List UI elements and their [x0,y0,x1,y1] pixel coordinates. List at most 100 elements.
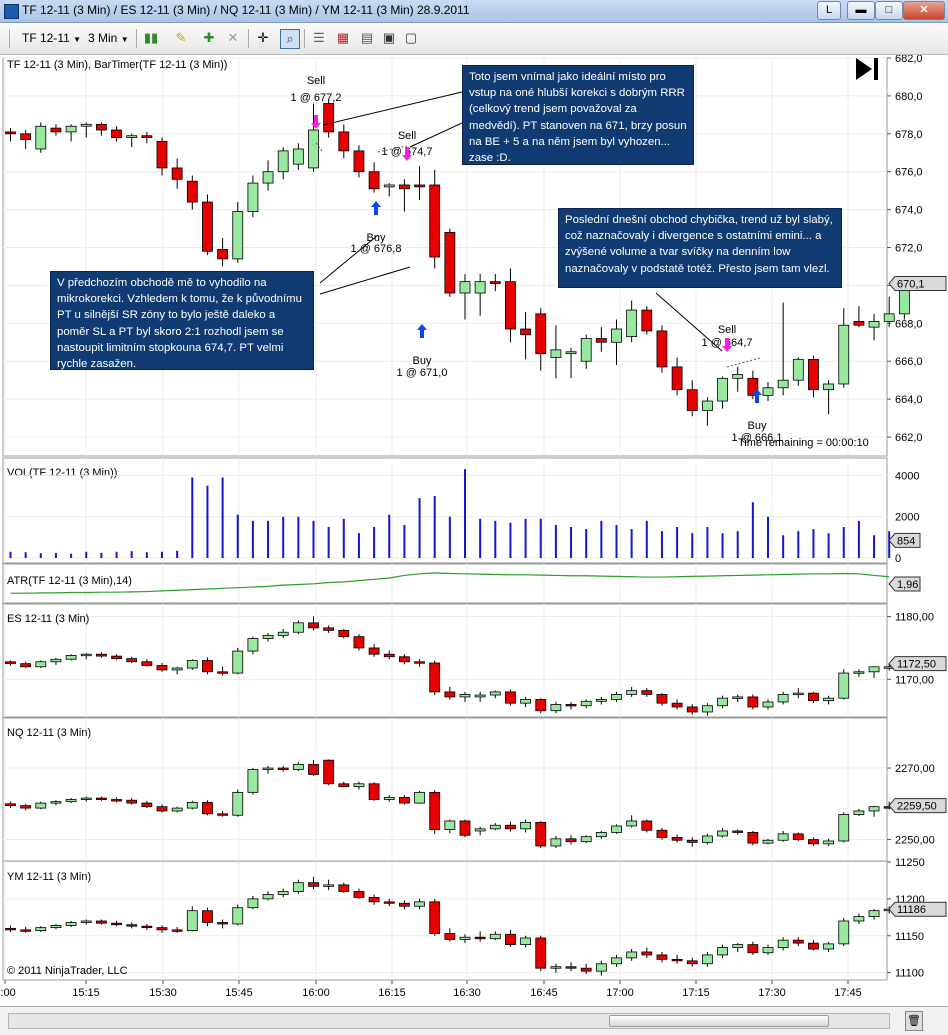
es-candle [323,627,335,631]
tf-candle [353,150,365,173]
window-titlebar: TF 12-11 (3 Min) / ES 12-11 (3 Min) / NQ… [0,0,948,23]
minimize-button[interactable]: ▬ [847,1,875,20]
trade-side-label: Sell [718,324,736,336]
atr-last-value-label: 1,96 [897,579,918,591]
tf-candle [853,321,865,326]
nq-candle [611,825,622,833]
maximize-button[interactable]: □ [875,1,903,20]
ym-candle [671,958,683,962]
annotation-note-3[interactable]: V předchozím obchodě mě to vyhodilo na m… [50,271,314,370]
es-candle [80,653,92,657]
horizontal-scrollbar[interactable] [8,1013,890,1029]
ym-candle [611,957,622,965]
es-candle [141,661,153,666]
tf-candle [505,281,516,330]
close-button[interactable]: ✕ [903,1,945,20]
nq-candle [459,820,471,836]
crosshair-icon[interactable]: ✛ [257,30,269,45]
scrollbar-thumb[interactable] [609,1015,829,1027]
es-candle [868,666,880,673]
chart-canvas[interactable]: 662,0664,0666,0668,0670,0672,0674,0676,0… [0,53,948,1006]
nq-candle [853,810,865,815]
chart-template-icon[interactable]: ▤ [360,30,374,45]
es-candle [595,699,607,702]
sell-arrow-icon [311,115,321,129]
annotation-note-1[interactable]: Toto jsem vnímal jako ideální místo pro … [462,65,694,165]
ym-candle [686,960,698,965]
tf-candle [50,127,62,133]
nq-candle [156,806,168,812]
trash-icon[interactable]: 🗑 [905,1011,923,1031]
tf-candle [580,338,592,362]
annotation-note-2[interactable]: Poslední dnešní obchod chybička, trend u… [558,208,842,288]
es-candle [565,704,577,707]
ym-candle [398,902,410,907]
tf-candle [474,281,486,294]
zoom-icon[interactable]: ⌕ [280,29,300,49]
interval-label: 3 Min [88,31,118,45]
nq-candle [20,805,32,809]
nq-last-price-label: 2259,50 [897,801,937,813]
ym-candle [535,937,547,969]
eraser-icon[interactable]: ✕ [227,30,239,45]
x-tick-label: 17:45 [834,987,862,999]
tf-candle [883,313,895,322]
es-candle [535,699,547,712]
pencil-icon[interactable]: ✎ [175,30,187,45]
es-last-price-label: 1172,50 [897,659,936,671]
x-tick-label: 17:15 [682,987,710,999]
ym-candle [186,910,198,931]
nq-candle [35,802,47,809]
interval-selector[interactable]: 3 Min ▼ [88,29,129,47]
nq-last-price-marker [888,798,947,814]
tf-candle [217,249,229,260]
app-icon [4,4,19,19]
es-candle [823,697,834,702]
vol-last-value-marker [888,532,921,548]
ym-candle [823,943,834,950]
x-tick-label: 16:30 [453,987,481,999]
bar-type-icon[interactable]: ▮▮ [143,30,159,45]
chart-toolbar: TF 12-11 ▼ 3 Min ▼ ▮▮ ✎ ✚ ✕ ✛ ⌕ ☰ ▦ ▤ ▣ … [0,23,948,55]
ym-candle [80,920,92,923]
tf-candle [777,379,789,389]
window-left-button[interactable]: L [817,1,841,20]
properties-icon[interactable]: ☰ [313,30,325,45]
es-candle [686,706,698,713]
nq-candle [202,801,213,815]
nq-candle [747,832,759,844]
es-candle [156,665,168,671]
instrument-selector[interactable]: TF 12-11 ▼ [22,29,81,47]
tf-panel-title: TF 12-11 (3 Min), BarTimer(TF 12-11 (3 M… [7,59,227,71]
ym-candle [156,927,168,931]
x-tick-label: 16:45 [530,987,558,999]
nq-candle [868,806,880,812]
tf-candle [202,201,213,252]
indicators-icon[interactable]: ▣ [382,30,396,45]
es-candle [444,691,456,698]
es-candle [641,690,653,695]
tf-candle [247,182,259,212]
crosshair-plus-icon[interactable]: ✚ [203,30,215,45]
nq-candle [808,839,819,845]
ym-candle [65,922,77,926]
nq-candle [656,829,668,838]
strategy-icon[interactable]: ▦ [336,30,350,45]
ym-candle [111,922,122,926]
data-box-icon[interactable]: ▢ [404,30,418,45]
bar-timer-label: Time remaining = 00:00:10 [738,437,869,449]
chart-area[interactable]: 662,0664,0666,0668,0670,0672,0674,0676,0… [0,53,948,1006]
es-candle [671,702,683,708]
es-candle [429,662,441,693]
es-candle [383,653,395,658]
tf-candle [550,349,562,358]
es-candle [50,658,62,663]
es-candle [611,694,622,700]
nq-candle [186,801,198,809]
es-candle [717,697,728,707]
buy-arrow-icon [371,201,381,215]
nq-candle [80,797,92,800]
ym-last-price-label: 11186 [897,904,926,916]
ym-candle [50,925,62,929]
ym-candle [292,882,304,892]
